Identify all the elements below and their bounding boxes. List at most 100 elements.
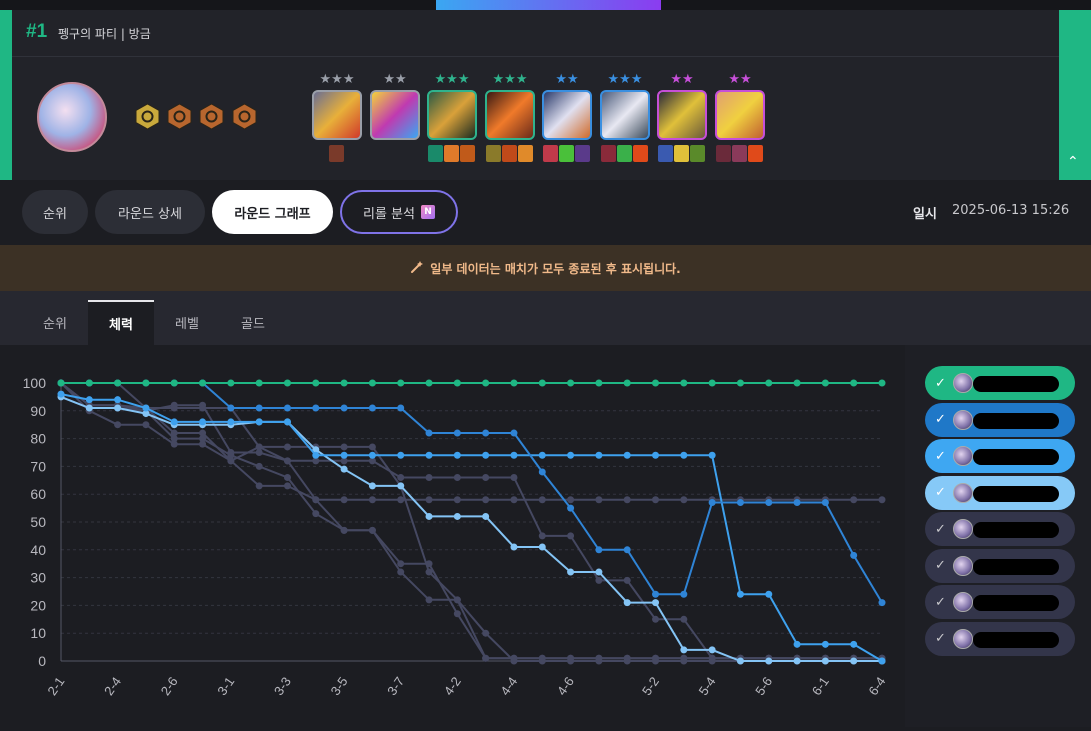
data-point[interactable] — [595, 657, 603, 665]
data-point[interactable] — [453, 474, 461, 482]
item-icon[interactable] — [428, 145, 443, 162]
data-point[interactable] — [425, 451, 433, 459]
data-point[interactable] — [623, 496, 631, 504]
data-point[interactable] — [821, 657, 829, 665]
data-point[interactable] — [821, 379, 829, 387]
data-point[interactable] — [397, 474, 405, 482]
data-point[interactable] — [482, 496, 490, 504]
data-point[interactable] — [199, 418, 207, 426]
data-point[interactable] — [821, 640, 829, 648]
data-point[interactable] — [595, 576, 603, 584]
data-point[interactable] — [850, 496, 858, 504]
data-point[interactable] — [85, 379, 93, 387]
data-point[interactable] — [283, 404, 291, 412]
item-icon[interactable] — [674, 145, 689, 162]
data-point[interactable] — [765, 590, 773, 598]
data-point[interactable] — [283, 474, 291, 482]
data-point[interactable] — [708, 451, 716, 459]
data-point[interactable] — [538, 657, 546, 665]
data-point[interactable] — [57, 379, 65, 387]
data-point[interactable] — [199, 429, 207, 437]
data-point[interactable] — [255, 449, 263, 456]
data-point[interactable] — [368, 526, 376, 534]
data-point[interactable] — [397, 560, 405, 568]
data-point[interactable] — [680, 646, 688, 654]
data-point[interactable] — [170, 435, 178, 443]
item-icon[interactable] — [575, 145, 590, 162]
data-point[interactable] — [453, 512, 461, 520]
data-point[interactable] — [199, 404, 207, 412]
legend-player-toggle[interactable]: ✓ — [925, 585, 1075, 619]
data-point[interactable] — [255, 443, 263, 451]
collapse-button[interactable]: ⌃ — [1059, 10, 1091, 180]
data-point[interactable] — [595, 379, 603, 387]
legend-player-toggle[interactable]: ✓주 — [925, 439, 1075, 473]
item-icon[interactable] — [502, 145, 517, 162]
data-point[interactable] — [878, 657, 886, 665]
data-point[interactable] — [368, 457, 376, 465]
data-point[interactable] — [623, 599, 631, 607]
legend-player-toggle[interactable]: ✓상 — [925, 512, 1075, 546]
data-point[interactable] — [510, 474, 518, 482]
data-point[interactable] — [652, 496, 660, 504]
data-point[interactable] — [340, 379, 348, 387]
data-point[interactable] — [623, 657, 631, 665]
data-point[interactable] — [283, 457, 291, 465]
data-point[interactable] — [340, 443, 348, 451]
data-point[interactable] — [482, 629, 490, 637]
data-point[interactable] — [652, 615, 660, 623]
data-point[interactable] — [793, 499, 801, 507]
tab-reroll-analysis[interactable]: 리롤 분석 N — [340, 190, 458, 234]
data-point[interactable] — [482, 512, 490, 520]
data-point[interactable] — [453, 610, 461, 618]
data-point[interactable] — [368, 482, 376, 490]
champion-portrait[interactable] — [600, 90, 650, 140]
data-point[interactable] — [595, 496, 603, 504]
data-point[interactable] — [482, 451, 490, 459]
player-avatar[interactable] — [37, 82, 107, 152]
data-point[interactable] — [680, 590, 688, 598]
item-icon[interactable] — [690, 145, 705, 162]
data-point[interactable] — [850, 379, 858, 387]
data-point[interactable] — [340, 465, 348, 473]
data-point[interactable] — [114, 421, 122, 429]
data-point[interactable] — [170, 418, 178, 426]
data-point[interactable] — [283, 443, 291, 451]
data-point[interactable] — [510, 451, 518, 459]
data-point[interactable] — [397, 496, 405, 504]
legend-player-toggle[interactable]: ✓ — [925, 366, 1075, 400]
data-point[interactable] — [708, 654, 716, 662]
item-icon[interactable] — [601, 145, 616, 162]
data-point[interactable] — [170, 429, 178, 437]
subtab-level[interactable]: 레벨 — [175, 317, 199, 332]
data-point[interactable] — [170, 404, 178, 412]
data-point[interactable] — [680, 615, 688, 623]
data-point[interactable] — [57, 390, 65, 398]
item-icon[interactable] — [633, 145, 648, 162]
trait-bronze-icon[interactable] — [231, 103, 258, 130]
data-point[interactable] — [623, 451, 631, 459]
data-point[interactable] — [595, 451, 603, 459]
item-icon[interactable] — [748, 145, 763, 162]
data-point[interactable] — [170, 379, 178, 387]
legend-player-toggle[interactable]: ✓ — [925, 548, 1075, 583]
data-point[interactable] — [340, 496, 348, 504]
data-point[interactable] — [227, 451, 235, 459]
data-point[interactable] — [623, 576, 631, 584]
data-point[interactable] — [652, 379, 660, 387]
legend-player-toggle[interactable]: ✓ — [925, 402, 1075, 437]
data-point[interactable] — [652, 451, 660, 459]
data-point[interactable] — [312, 379, 320, 387]
data-point[interactable] — [680, 496, 688, 504]
data-point[interactable] — [397, 404, 405, 412]
data-point[interactable] — [255, 404, 263, 412]
data-point[interactable] — [453, 451, 461, 459]
data-point[interactable] — [538, 532, 546, 540]
data-point[interactable] — [425, 429, 433, 437]
data-point[interactable] — [425, 379, 433, 387]
data-point[interactable] — [708, 499, 716, 507]
data-point[interactable] — [340, 457, 348, 465]
data-point[interactable] — [170, 440, 178, 448]
data-point[interactable] — [397, 568, 405, 576]
champion-portrait[interactable] — [427, 90, 477, 140]
